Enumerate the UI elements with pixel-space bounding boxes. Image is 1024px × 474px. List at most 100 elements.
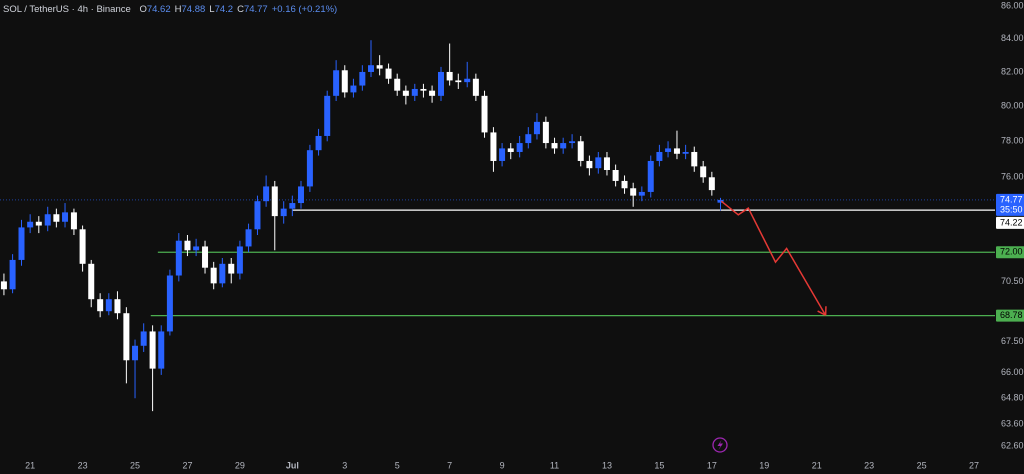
candle-body — [446, 71, 453, 81]
candle-body — [350, 85, 357, 93]
candle-body — [70, 212, 77, 230]
y-tick-label: 66.00 — [1001, 367, 1024, 377]
candle-body — [166, 275, 173, 332]
x-tick-label: 25 — [917, 460, 927, 470]
candle-body — [367, 65, 374, 72]
x-tick-label: 13 — [602, 460, 612, 470]
candle-body — [341, 70, 348, 93]
candle-body — [376, 65, 383, 69]
ohlc-label: L — [209, 4, 215, 15]
candle-body — [621, 180, 628, 189]
y-tick-label: 64.80 — [1001, 393, 1024, 403]
candle-body — [525, 134, 532, 144]
candle-body — [516, 143, 523, 152]
candle-body — [263, 186, 270, 202]
level-price-box — [996, 216, 1024, 229]
x-tick-label: 23 — [78, 460, 88, 470]
candle-body — [88, 263, 95, 300]
candle-body — [507, 148, 514, 152]
ohlc-value: 74.77 — [243, 4, 268, 15]
x-tick-label: 7 — [447, 460, 452, 470]
candle-body — [630, 188, 637, 196]
plot-area — [0, 40, 995, 412]
candle-body — [228, 263, 235, 274]
candle-body — [551, 143, 558, 149]
candle-body — [673, 148, 680, 154]
candle-body — [394, 78, 401, 91]
lightning-icon[interactable] — [712, 437, 728, 453]
y-tick-label: 82.00 — [1001, 66, 1024, 76]
ohlc-value: 74.88 — [181, 4, 206, 15]
candle-body — [44, 214, 51, 226]
candle-body — [411, 88, 418, 96]
candle-body — [35, 221, 42, 226]
candle-body — [27, 221, 34, 228]
candle-body — [184, 240, 191, 251]
candle-body — [79, 229, 86, 264]
arrow-head — [817, 306, 827, 316]
x-tick-label: 9 — [500, 460, 505, 470]
candle-body — [333, 70, 340, 96]
x-tick-label: 3 — [342, 460, 347, 470]
candle-body — [202, 246, 209, 268]
candle-body — [533, 121, 540, 135]
candle-body — [132, 345, 139, 361]
candle-body — [219, 263, 226, 284]
candle-body — [437, 71, 444, 96]
candle-body — [297, 186, 304, 204]
candle-body — [603, 157, 610, 171]
candle-body — [114, 299, 121, 314]
candle-body — [18, 227, 25, 260]
candle-body — [402, 90, 409, 96]
y-tick-label: 78.00 — [1001, 136, 1024, 146]
candle-body — [455, 80, 462, 83]
x-tick-label: 11 — [550, 460, 559, 470]
forecast-arrow — [720, 200, 827, 316]
candle-body — [280, 208, 287, 217]
candle-body — [499, 148, 506, 161]
candle-body — [271, 186, 278, 217]
candle-body — [245, 229, 252, 247]
symbol-header: SOL / TetherUS · 4h · Binance O74.62 H74.… — [3, 4, 341, 15]
y-tick-label: 80.00 — [1001, 101, 1024, 111]
candle-body — [700, 166, 707, 178]
candle-body — [97, 299, 104, 312]
candle-body — [420, 88, 427, 91]
x-tick-label: 21 — [25, 460, 35, 470]
ohlc-value: 74.62 — [146, 4, 171, 15]
ohlc-value: 74.2 — [214, 4, 234, 15]
candle-body — [665, 148, 672, 152]
x-tick-label: 19 — [759, 460, 769, 470]
candle-body — [542, 121, 549, 144]
candle-body — [708, 177, 715, 191]
price-change: +0.16 (+0.21%) — [271, 4, 338, 15]
candle-body — [691, 151, 698, 167]
candle-body — [62, 212, 69, 222]
level-price-box — [996, 246, 1024, 259]
candle-body — [193, 246, 200, 251]
candle-body — [175, 240, 182, 276]
y-tick-label: 84.00 — [1001, 33, 1024, 43]
y-tick-label: 62.60 — [1001, 440, 1024, 450]
candle-body — [638, 191, 645, 196]
symbol-title: SOL / TetherUS · 4h · Binance — [3, 4, 131, 15]
candle-body — [306, 150, 313, 187]
y-tick-label: 67.50 — [1001, 336, 1024, 346]
last-price-label: 74.77 — [1000, 194, 1023, 204]
candle-body — [595, 157, 602, 169]
x-tick-label: 17 — [707, 460, 717, 470]
last-price-box — [996, 193, 1024, 216]
candle-body — [429, 90, 436, 96]
candle-body — [359, 71, 366, 86]
ohlc-label: O — [139, 4, 147, 15]
ohlc-label: C — [237, 4, 244, 15]
candle-body — [289, 203, 296, 209]
candle-body — [464, 78, 471, 83]
candle-body — [586, 160, 593, 169]
candle-body — [210, 267, 217, 284]
x-tick-label: Jul — [286, 460, 299, 470]
x-tick-label: 27 — [969, 460, 979, 470]
x-tick-label: 5 — [395, 460, 400, 470]
